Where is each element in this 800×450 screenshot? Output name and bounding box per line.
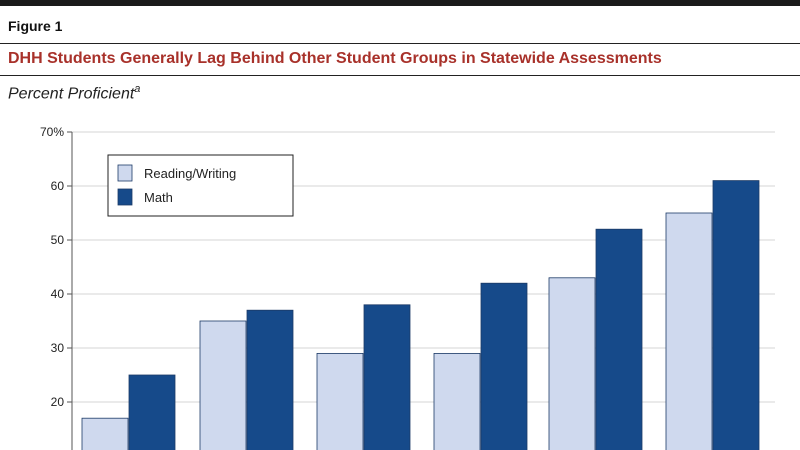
grid (72, 131, 775, 403)
title-divider (0, 43, 800, 44)
y-axis-label: Percent Proficienta (8, 83, 140, 103)
y-tick-label: 40 (51, 287, 65, 301)
legend-swatch (117, 164, 133, 182)
legend-label: Reading/Writing (144, 166, 236, 181)
y-tick-label: 70% (40, 125, 64, 139)
chart-title: DHH Students Generally Lag Behind Other … (8, 50, 662, 67)
reading-bar (433, 352, 481, 450)
y-tick-label: 30 (51, 341, 65, 355)
legend-box (107, 154, 294, 217)
y-axis-label-text: Percent Proficient (8, 85, 135, 103)
y-tick-label: 60 (51, 179, 65, 193)
math-bar (595, 228, 643, 450)
y-axis-footnote-marker: a (134, 83, 141, 95)
legend-swatch (117, 188, 133, 206)
top-border (0, 0, 800, 6)
reading-bar (665, 212, 713, 450)
math-bar (363, 304, 411, 450)
reading-bar (81, 417, 129, 450)
math-bar (128, 374, 176, 450)
reading-bar (199, 320, 247, 450)
legend: Reading/Writing Math (107, 154, 294, 217)
reading-bar (316, 352, 364, 450)
math-bar (712, 180, 760, 450)
figure-label: Figure 1 (8, 18, 63, 34)
math-bar (246, 309, 294, 450)
y-tick-label: 50 (51, 233, 65, 247)
y-axis-ticks: 10203040506070% (40, 125, 72, 450)
reading-bar (548, 277, 596, 450)
bars (81, 180, 760, 450)
legend-label: Math (144, 190, 173, 205)
math-bar (480, 282, 528, 450)
title-divider-bottom (0, 75, 800, 76)
y-tick-label: 20 (51, 395, 65, 409)
